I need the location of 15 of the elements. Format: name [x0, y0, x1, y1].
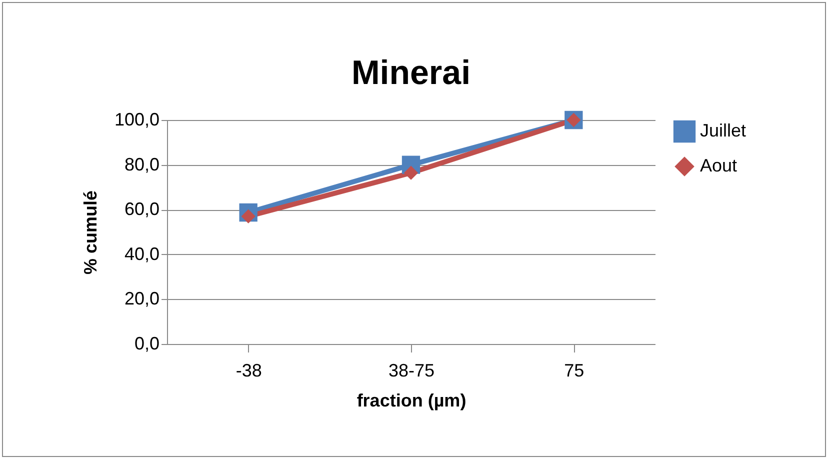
x-tick-label: 38-75 [388, 360, 435, 380]
y-tick-label: 0,0 [134, 334, 160, 354]
y-tick-label: 40,0 [124, 244, 160, 264]
y-axis-title: % cumulé [80, 190, 100, 275]
y-tick-label: 80,0 [124, 154, 160, 174]
chart-title: Minerai [351, 54, 471, 92]
x-tick-label: -38 [236, 360, 262, 380]
point [404, 166, 418, 180]
x-axis-title: fraction (µm) [356, 390, 466, 410]
y-tick-label: 20,0 [124, 288, 160, 309]
legend-label: Aout [700, 156, 738, 176]
x-tick-label: 75 [564, 360, 584, 380]
legend-label: Juillet [700, 120, 746, 140]
y-tick-label: 60,0 [124, 199, 160, 220]
y-tick-label: 100,0 [114, 110, 160, 130]
